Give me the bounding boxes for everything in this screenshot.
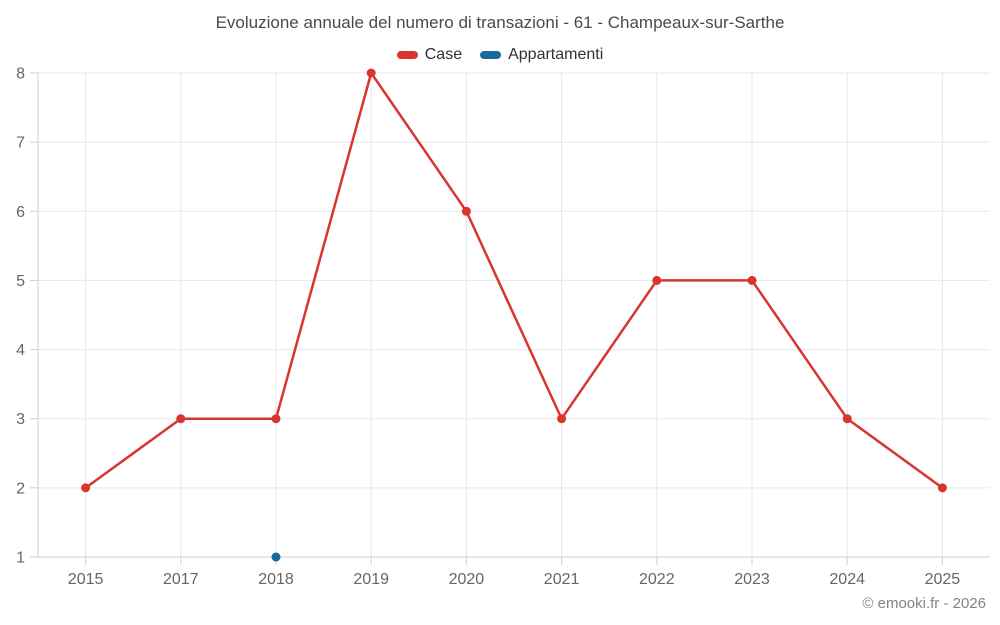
data-point-case[interactable] [366, 68, 376, 78]
data-point-case[interactable] [81, 483, 91, 493]
data-point-case[interactable] [271, 414, 281, 424]
legend-label-case: Case [424, 46, 463, 63]
data-point-appartamenti[interactable] [271, 552, 281, 562]
x-tick-label: 2015 [68, 571, 104, 588]
x-tick-label: 2021 [544, 571, 580, 588]
x-tick-label: 2019 [353, 571, 389, 588]
y-tick-label: 8 [16, 66, 25, 83]
chart-title: Evoluzione annuale del numero di transaz… [215, 13, 785, 32]
x-tick-label: 2024 [829, 571, 865, 588]
x-tick-label: 2017 [163, 571, 199, 588]
y-tick-label: 4 [16, 342, 25, 359]
data-point-case[interactable] [461, 206, 471, 216]
data-point-case[interactable] [937, 483, 947, 493]
y-tick-label: 5 [16, 273, 25, 290]
legend-item-case[interactable]: Case [396, 46, 463, 64]
x-tick-label: 2020 [449, 571, 485, 588]
y-tick-label: 1 [16, 550, 25, 567]
legend-swatch-case-icon [396, 51, 418, 59]
credits-link[interactable]: © emooki.fr - 2026 [862, 595, 986, 612]
data-point-case[interactable] [747, 275, 757, 285]
y-tick-label: 2 [16, 480, 25, 497]
data-point-case[interactable] [652, 275, 662, 285]
y-tick-label: 6 [16, 204, 25, 221]
legend: Case Appartamenti [0, 46, 1000, 64]
legend-item-appartamenti[interactable]: Appartamenti [480, 46, 603, 64]
x-tick-label: 2025 [925, 571, 961, 588]
series-line-case [84, 71, 944, 490]
data-point-case[interactable] [176, 414, 186, 424]
x-tick-label: 2018 [258, 571, 294, 588]
y-tick-label: 3 [16, 411, 25, 428]
data-point-case[interactable] [557, 414, 567, 424]
x-tick-label: 2023 [734, 571, 770, 588]
legend-label-appartamenti: Appartamenti [508, 46, 604, 63]
legend-swatch-appartamenti-icon [480, 51, 502, 59]
x-tick-label: 2022 [639, 571, 675, 588]
data-point-case[interactable] [842, 414, 852, 424]
y-tick-label: 7 [16, 135, 25, 152]
